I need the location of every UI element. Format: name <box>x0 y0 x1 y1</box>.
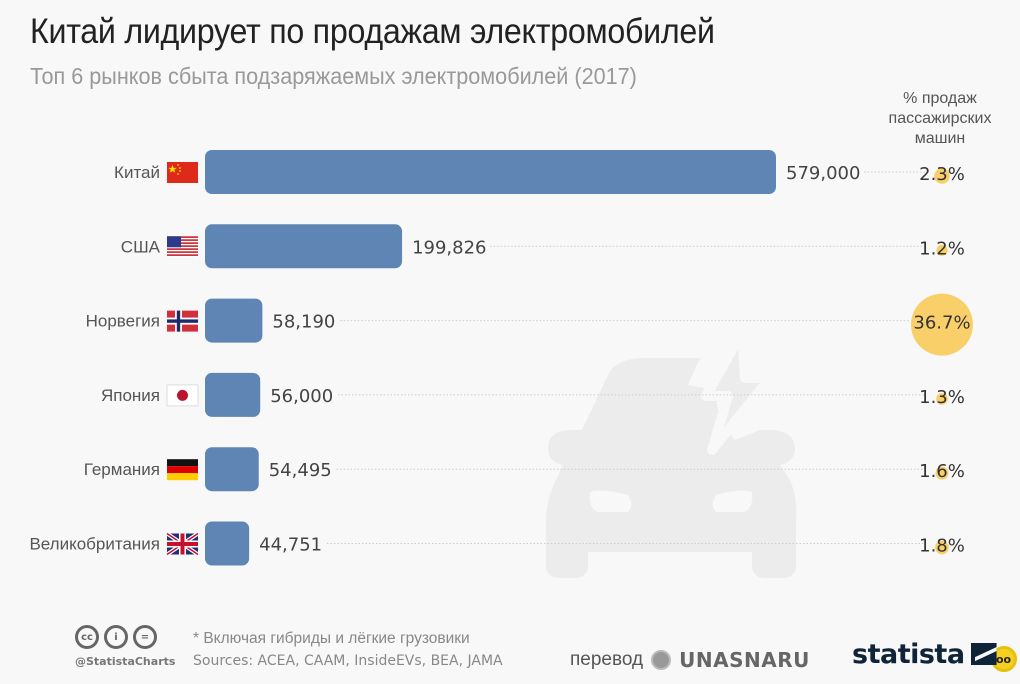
category-label: Япония <box>101 386 160 405</box>
category-label: США <box>121 237 161 256</box>
translation-label: перевод <box>570 649 644 670</box>
flag-uk-icon <box>165 531 200 557</box>
footnote: * Включая гибриды и лёгкие грузовики <box>193 630 470 647</box>
bar-row: США 199,826 1.2% <box>121 224 965 269</box>
bar-row: Германия 54,495 1.6% <box>84 447 965 492</box>
value-label: 579,000 <box>786 163 860 184</box>
creative-commons-icon: cc <box>75 625 99 649</box>
value-label: 44,751 <box>259 535 322 556</box>
value-label: 54,495 <box>269 460 332 481</box>
no-derivatives-icon: = <box>133 625 157 649</box>
bar <box>205 224 403 269</box>
chart-title: Китай лидирует по продажам электромобиле… <box>30 12 715 51</box>
flag-germany-icon <box>167 459 198 481</box>
bar <box>205 447 259 492</box>
flag-china-icon <box>167 162 198 183</box>
percent-label: 1.3% <box>919 387 965 408</box>
percent-bubble <box>911 293 973 356</box>
category-label: Великобритания <box>29 535 160 554</box>
unasnaru-logo-icon <box>651 650 672 670</box>
percent-bubble <box>936 244 948 256</box>
statista-logo[interactable]: statista oo <box>852 636 1017 672</box>
flag-usa-icon <box>167 236 198 258</box>
attribution-icon: i <box>104 625 128 649</box>
chart-subtitle: Топ 6 рынков сбыта подзаряжаемых электро… <box>30 63 637 89</box>
bar <box>205 521 250 566</box>
category-label: Китай <box>114 163 160 182</box>
value-label: 56,000 <box>270 386 333 407</box>
percent-label: 1.2% <box>919 238 965 259</box>
bar-row: Япония 56,000 1.3% <box>101 372 965 417</box>
percent-header-line-2: пассажирских <box>888 110 992 127</box>
percent-bubble <box>934 168 950 184</box>
bar-row: Китай 579,000 2.3% <box>114 150 965 194</box>
percent-label: 36.7% <box>913 313 970 334</box>
percent-bubble <box>935 466 949 480</box>
value-label: 58,190 <box>272 312 335 333</box>
sources: Sources: ACEA, CAAM, InsideEVs, BEA, JAM… <box>193 653 503 669</box>
percent-header-line-3: машин <box>914 130 966 147</box>
translation-brand[interactable]: UNASNARU <box>679 648 810 672</box>
category-label: Германия <box>84 460 160 479</box>
bar-row: Норвегия 58,190 36.7% <box>86 293 973 356</box>
electric-car-icon <box>546 327 797 578</box>
license-block: cc i = @StatistaCharts <box>75 625 175 668</box>
statista-wordmark: statista <box>852 638 965 670</box>
value-label: 199,826 <box>412 237 486 258</box>
bar <box>205 150 776 194</box>
translation-credit: перевод UNASNARU <box>570 648 810 672</box>
statista-mark-icon <box>970 643 997 665</box>
percent-column-header: % продаж пассажирских машин <box>880 89 1000 149</box>
footnotes: * Включая гибриды и лёгкие грузовики Sou… <box>193 627 503 673</box>
bar-row: Великобритания 44,751 1.8% <box>29 521 965 566</box>
percent-bubble <box>935 540 949 555</box>
percent-label: 1.6% <box>919 461 965 482</box>
bar <box>205 372 261 417</box>
percent-header-line-1: % продаж <box>903 90 977 107</box>
statista-handle[interactable]: @StatistaCharts <box>75 655 176 668</box>
category-label: Норвегия <box>86 312 160 331</box>
percent-label: 1.8% <box>919 536 965 557</box>
percent-label: 2.3% <box>919 164 965 185</box>
flag-norway-icon <box>167 310 198 332</box>
bar <box>205 298 263 343</box>
flag-japan-icon <box>166 384 199 407</box>
percent-bubble <box>936 393 948 405</box>
